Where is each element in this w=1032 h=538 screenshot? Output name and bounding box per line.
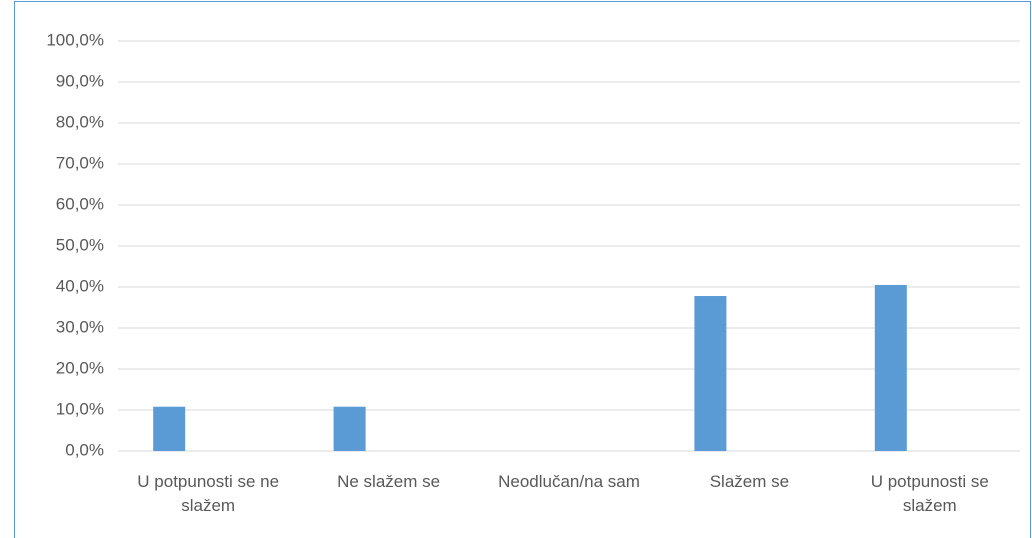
- y-tick-label: 100,0%: [46, 30, 104, 49]
- x-tick-label: Neodlučan/na sam: [498, 472, 640, 491]
- y-tick-label: 30,0%: [56, 317, 104, 336]
- y-tick-label: 40,0%: [56, 276, 104, 295]
- x-tick-label: U potpunosti se slažem: [870, 472, 989, 515]
- bar: [333, 406, 366, 451]
- y-tick-label: 20,0%: [56, 358, 104, 377]
- y-tick-label: 90,0%: [56, 71, 104, 90]
- chart-frame: [14, 1, 1031, 538]
- y-tick-label: 60,0%: [56, 194, 104, 213]
- x-tick-label: Slažem se: [709, 472, 790, 491]
- bar: [694, 296, 727, 451]
- y-tick-label: 70,0%: [56, 153, 104, 172]
- x-tick-label: Ne slažem se: [337, 472, 441, 491]
- y-tick-label: 50,0%: [56, 235, 104, 254]
- bar: [153, 406, 186, 451]
- bar: [874, 284, 907, 451]
- y-tick-label: 10,0%: [56, 399, 104, 418]
- y-tick-label: 0,0%: [65, 440, 104, 459]
- x-tick-label: U potpunosti se ne slažem: [137, 472, 280, 515]
- y-tick-label: 80,0%: [56, 112, 104, 131]
